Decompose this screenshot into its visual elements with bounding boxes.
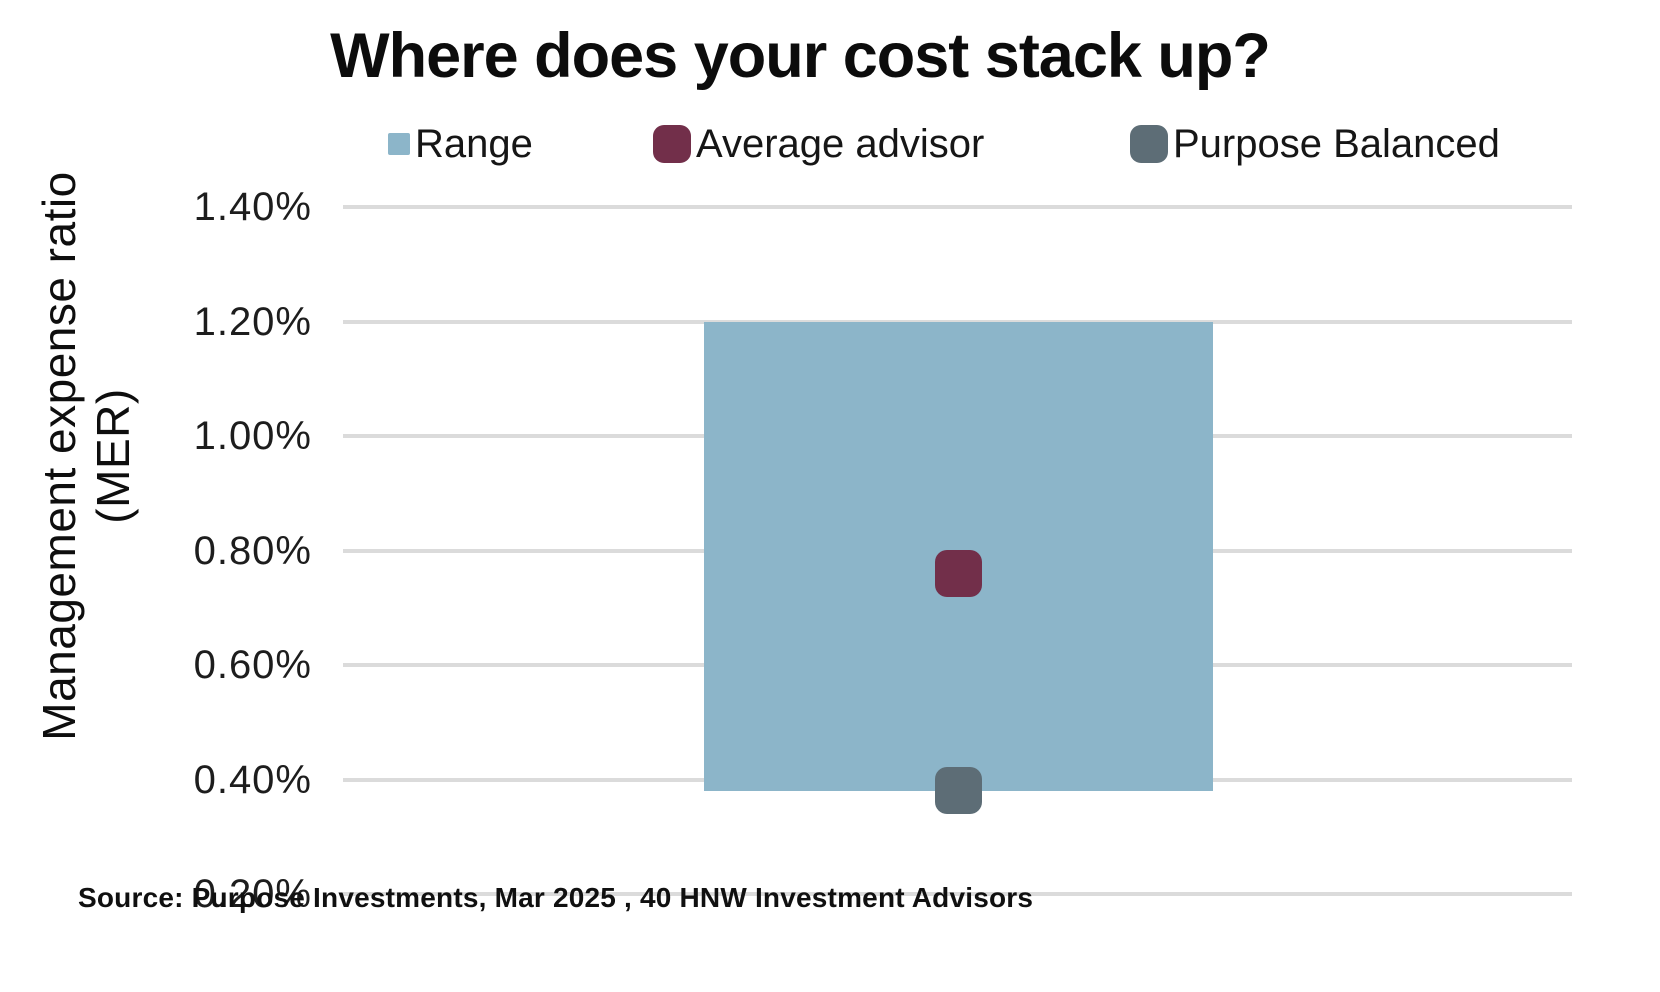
- legend-label-average-advisor: Average advisor: [696, 121, 985, 166]
- chart-title: Where does your cost stack up?: [330, 21, 1271, 91]
- purpose-balanced-marker: [934, 767, 982, 815]
- y-tick-label: 0.80%: [193, 528, 312, 573]
- average-advisor-swatch-icon: [653, 125, 691, 163]
- y-tick-label: 0.60%: [193, 643, 312, 687]
- y-tick-label: 1.00%: [193, 414, 312, 458]
- legend: Range Average advisor Purpose Balanced: [0, 120, 1660, 168]
- purpose-balanced-swatch-icon: [1130, 125, 1168, 163]
- y-tick-label: 0.40%: [193, 757, 312, 802]
- legend-item-range: Range: [388, 120, 533, 168]
- gridline: [343, 892, 1572, 896]
- source-note: Source: Purpose Investments, Mar 2025 , …: [78, 882, 1034, 913]
- legend-label-purpose-balanced: Purpose Balanced: [1173, 121, 1500, 166]
- legend-item-average-advisor: Average advisor: [653, 120, 984, 168]
- average-advisor-marker: [934, 549, 982, 597]
- legend-item-purpose-balanced: Purpose Balanced: [1130, 120, 1500, 168]
- gridline: [343, 205, 1572, 209]
- y-tick-label: 1.40%: [193, 185, 312, 229]
- range-swatch-icon: [388, 133, 410, 155]
- y-tick-label: 1.20%: [193, 299, 312, 344]
- y-tick-label: 0.20%: [193, 872, 312, 916]
- legend-label-range: Range: [415, 121, 533, 166]
